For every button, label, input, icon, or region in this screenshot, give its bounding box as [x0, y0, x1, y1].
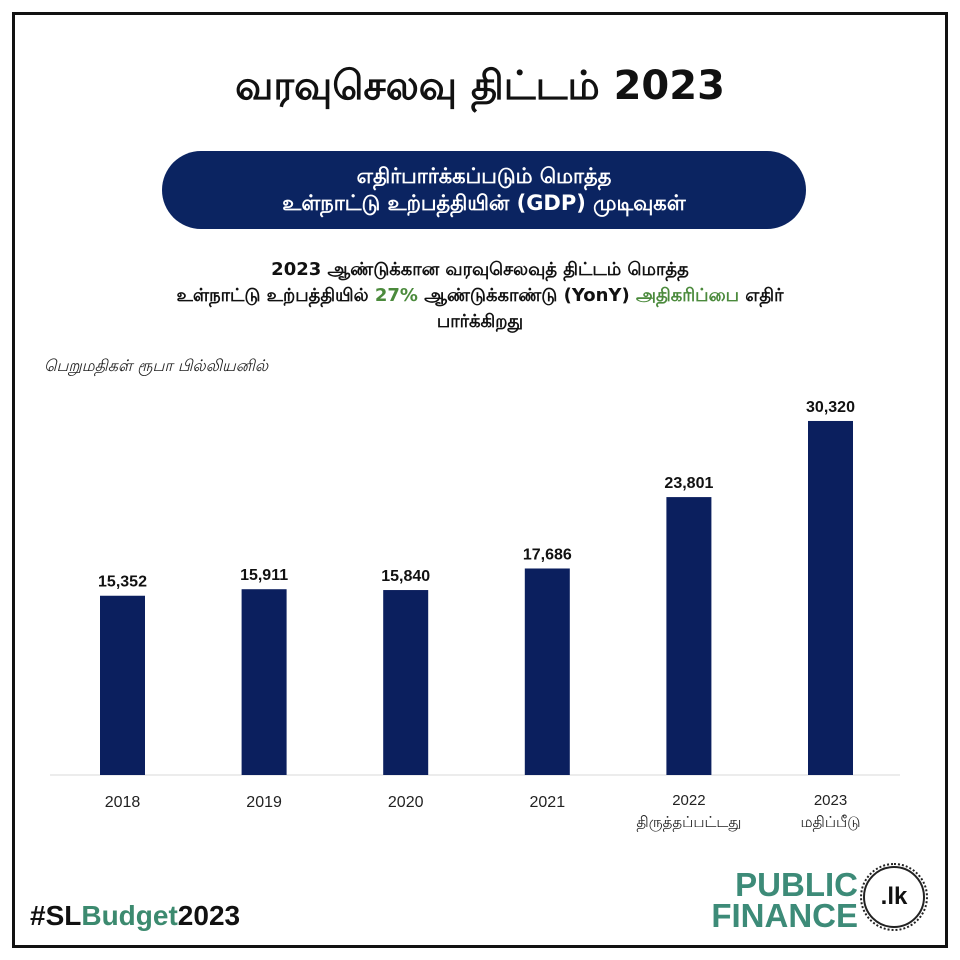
data-label-2019: 15,911 [240, 567, 288, 584]
banner-line-2: உள்நாட்டு உற்பத்தியின் (GDP) முடிவுகள் [282, 191, 686, 215]
y-axis-unit-label: பெறுமதிகள் ரூபா பில்லியனில் [44, 356, 269, 375]
logo-line-finance: FINANCE [711, 897, 858, 934]
x-tick-label-2023: 2023 [814, 792, 847, 809]
x-tick-label-2020: 2020 [388, 794, 424, 811]
subtitle-line-1: 2023 ஆண்டுக்கான வரவுசெலவுத் திட்டம் மொத்… [271, 259, 689, 280]
lk-badge-logo: .lk [860, 863, 928, 931]
x-tick-label-2021: 2021 [530, 794, 566, 811]
public-finance-logo: PUBLIC FINANCE [711, 866, 858, 934]
data-label-2020: 15,840 [381, 568, 430, 585]
subtitle-text-part-3: எதிர் [745, 285, 784, 306]
growth-percentage: 27% [374, 285, 418, 306]
headline-banner: எதிர்பார்க்கப்படும் மொத்த உள்நாட்டு உற்ப… [162, 151, 806, 229]
data-label-2018: 15,352 [98, 574, 147, 591]
subtitle-text-part-1: உள்நாட்டு உற்பத்தியில் [176, 285, 369, 306]
hashtag-prefix: #SL [30, 900, 82, 931]
hashtag-highlight: Budget [81, 900, 178, 931]
subtitle-line-2: உள்நாட்டு உற்பத்தியில் 27% ஆண்டுக்காண்டு… [0, 283, 960, 309]
bar-2020 [383, 590, 429, 775]
data-label-2023: 30,320 [806, 399, 855, 416]
bar-2019 [241, 589, 287, 775]
page-title: வரவுசெலவு திட்டம் 2023 [235, 63, 725, 109]
data-label-2021: 17,686 [523, 546, 572, 563]
bar-2022 [666, 497, 712, 775]
subtitle-line-3: பார்க்கிறது [436, 311, 524, 332]
bar-2023 [808, 420, 853, 775]
page-frame [12, 12, 948, 948]
x-tick-sublabel-2022: திருத்தப்பட்டது [636, 813, 741, 831]
logo-line-public: PUBLIC [735, 866, 858, 903]
chart-subtitle: 2023 ஆண்டுக்கான வரவுசெலவுத் திட்டம் மொத்… [0, 257, 960, 335]
bar-2021 [524, 568, 570, 775]
subtitle-text-part-2: ஆண்டுக்காண்டு (YonY) [424, 285, 630, 306]
banner-line-1: எதிர்பார்க்கப்படும் மொத்த [356, 164, 612, 188]
x-tick-label-2018: 2018 [105, 794, 141, 811]
hashtag-suffix: 2023 [177, 900, 241, 931]
bar-2018 [100, 595, 145, 775]
bar-chart: 15,352 2018 15,911 2019 15,840 2020 17,686 2021… [50, 399, 900, 831]
data-label-2022: 23,801 [664, 475, 713, 492]
x-tick-label-2022: 2022 [672, 792, 705, 809]
x-tick-sublabel-2023: மதிப்பீடு [800, 813, 860, 831]
increase-highlight: அதிகரிப்பை [635, 285, 739, 306]
x-tick-label-2019: 2019 [246, 794, 282, 811]
hashtag: #SLBudget2023 [30, 899, 240, 933]
